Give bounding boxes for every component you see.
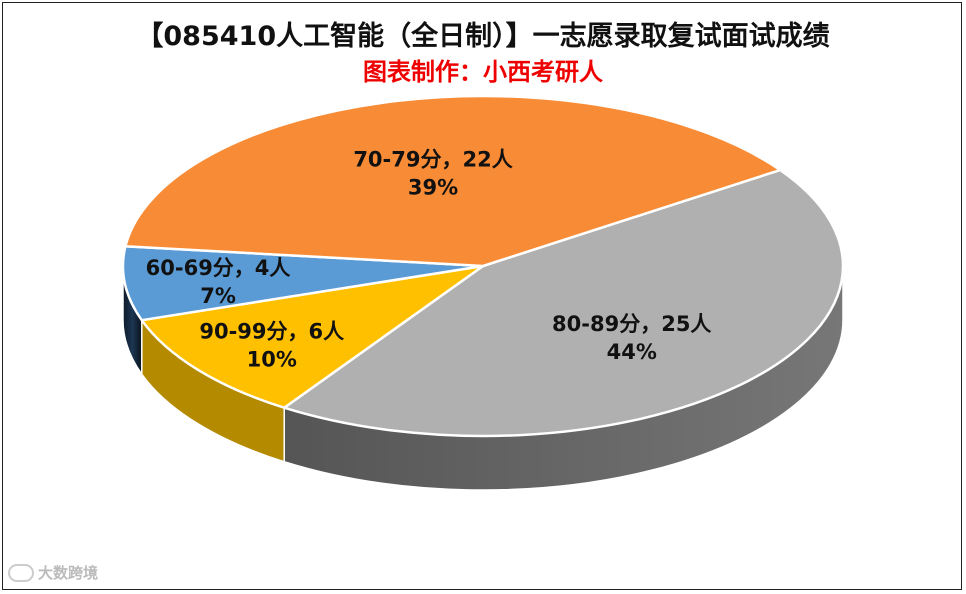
- pie-label-layer: 80-89分，25人 44% 90-99分，6人 10% 60-69分，4人 7% 70-7…: [146, 147, 712, 371]
- chart-subtitle: 图表制作：小西考研人: [363, 58, 603, 86]
- pie-top-layer: [121, 94, 845, 438]
- watermark: 大数跨境: [8, 562, 98, 583]
- slice-label-60-69: 60-69分，4人: [146, 256, 291, 280]
- slice-percent-70-79: 39%: [408, 175, 458, 199]
- slice-90-99: [140, 264, 485, 409]
- chart-title: 【085410人工智能（全日制）】一志愿录取复试面试成绩: [136, 21, 830, 52]
- slice-label-90-99: 90-99分，6人: [199, 320, 344, 344]
- slice-percent-60-69: 7%: [200, 284, 236, 308]
- watermark-logo-icon: [8, 563, 34, 582]
- slice-label-70-79: 70-79分，22人: [353, 147, 512, 171]
- slice-percent-90-99: 10%: [247, 348, 297, 372]
- slice-70-79: [124, 94, 782, 268]
- slice-60-69: [121, 244, 485, 322]
- watermark-text: 大数跨境: [38, 564, 99, 582]
- slice-percent-80-89: 44%: [607, 340, 657, 364]
- slice-label-80-89: 80-89分，25人: [552, 312, 711, 336]
- slice-80-89: [282, 168, 845, 438]
